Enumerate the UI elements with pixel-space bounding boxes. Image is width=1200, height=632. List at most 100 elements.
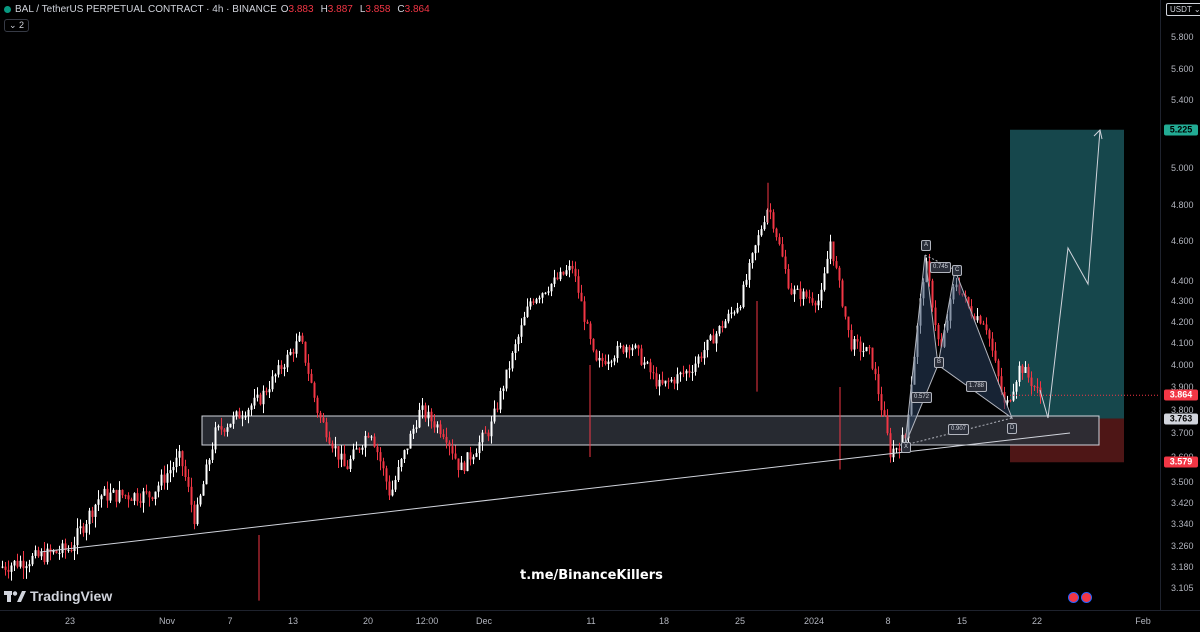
candle-body	[7, 569, 10, 572]
candle-body	[478, 442, 481, 454]
candle-body	[733, 312, 736, 314]
price-tick-label: 3.180	[1171, 562, 1194, 572]
time-tick-label: 2024	[803, 616, 825, 626]
candle-body	[739, 306, 742, 309]
candle-body	[508, 368, 511, 370]
candle-body	[37, 550, 40, 557]
candle-body	[1036, 386, 1039, 388]
tradingview-logo[interactable]: TradingView	[4, 588, 112, 604]
price-tick-label: 3.420	[1171, 498, 1194, 508]
price-tick-label: 5.600	[1171, 64, 1194, 74]
candle-body	[358, 448, 361, 450]
candle-body	[88, 510, 91, 525]
candle-body	[184, 466, 187, 478]
candle-body	[289, 351, 292, 355]
market-status-icon	[4, 6, 11, 13]
candle-body	[859, 341, 862, 352]
candle-body	[28, 564, 31, 567]
candle-body	[655, 373, 658, 387]
price-tick-label: 4.300	[1171, 296, 1194, 306]
candle-body	[307, 362, 310, 374]
us-flag-icon[interactable]	[1068, 592, 1079, 603]
price-tick-label: 4.200	[1171, 317, 1194, 327]
candle-body	[613, 358, 616, 362]
time-axis[interactable]: 23 Nov 7 13 20 12:00 Dec 11 18 25 2024 8 15 22 Feb	[0, 610, 1200, 632]
candle-body	[514, 344, 517, 353]
candle-body	[298, 335, 301, 342]
us-flag-icon[interactable]	[1081, 592, 1092, 603]
candle-body	[1015, 381, 1018, 392]
candle-body	[583, 301, 586, 322]
candle-body	[565, 270, 568, 275]
chart-area[interactable]: BAL / TetherUS PERPETUAL CONTRACT · 4h ·…	[0, 0, 1160, 610]
candle-body	[337, 446, 340, 460]
candle-body	[682, 372, 685, 374]
candle-body	[187, 477, 190, 487]
time-tick-label: 18	[658, 616, 670, 626]
candle-body	[226, 427, 229, 432]
price-badge: 5.225	[1164, 124, 1198, 136]
candle-body	[481, 432, 484, 443]
candle-body	[928, 261, 931, 281]
candle-body	[598, 357, 601, 361]
time-tick-label: 8	[885, 616, 891, 626]
candle-body	[394, 479, 397, 490]
currency-selector[interactable]: USDT ⌄	[1166, 3, 1200, 16]
candle-body	[22, 560, 25, 569]
candle-body	[280, 365, 283, 369]
candle-body	[865, 347, 868, 352]
symbol-title[interactable]: BAL / TetherUS PERPETUAL CONTRACT · 4h ·…	[15, 4, 277, 15]
candle-body	[250, 405, 253, 410]
candle-body	[667, 380, 670, 382]
time-tick-label: Dec	[475, 616, 493, 626]
candle-body	[241, 417, 244, 419]
pattern-ratio-bd: 1.788	[966, 381, 988, 392]
candle-body	[607, 361, 610, 365]
candle-body	[106, 488, 109, 501]
candle-body	[46, 548, 49, 563]
candlestick-chart[interactable]	[0, 0, 1160, 610]
candle-body	[580, 292, 583, 302]
candle-body	[832, 241, 835, 262]
time-tick-label: 12:00	[415, 616, 439, 626]
candle-body	[802, 291, 805, 300]
candle-body	[532, 301, 535, 303]
candle-body	[166, 473, 169, 483]
time-tick-label: 23	[64, 616, 76, 626]
price-axis[interactable]: USDT ⌄ 5.800 5.600 5.400 5.000 4.800 4.600 4.4…	[1160, 0, 1200, 610]
candle-body	[868, 347, 871, 349]
candle-body	[817, 300, 820, 306]
candle-body	[229, 423, 232, 428]
candle-body	[1033, 386, 1036, 388]
pattern-ratio-ac: 0.572	[911, 392, 933, 403]
symbol-legend[interactable]: BAL / TetherUS PERPETUAL CONTRACT · 4h ·…	[4, 4, 433, 15]
candle-body	[820, 289, 823, 301]
candle-body	[334, 446, 337, 449]
indicators-toggle-button[interactable]: ⌄ 2	[4, 19, 30, 32]
projection-arrowhead	[1093, 129, 1103, 140]
price-tick-label: 3.500	[1171, 477, 1194, 487]
candle-body	[406, 448, 409, 451]
candle-body	[850, 330, 853, 350]
candle-body	[496, 408, 499, 410]
tradingview-logo-icon	[4, 591, 26, 602]
candle-body	[499, 390, 502, 410]
candle-body	[58, 552, 61, 554]
candle-body	[994, 350, 997, 361]
candle-body	[538, 297, 541, 300]
candle-body	[448, 442, 451, 447]
candle-body	[43, 551, 46, 563]
candle-body	[835, 261, 838, 268]
candle-body	[220, 426, 223, 430]
candle-body	[487, 432, 490, 437]
candle-body	[778, 237, 781, 245]
candle-body	[259, 394, 262, 405]
candle-body	[976, 316, 979, 321]
candle-body	[601, 357, 604, 361]
time-tick-label: 22	[1031, 616, 1043, 626]
event-flags[interactable]	[1068, 592, 1092, 603]
candle-body	[844, 306, 847, 317]
candle-body	[646, 362, 649, 364]
candle-body	[193, 504, 196, 525]
pattern-label-x: X	[901, 442, 912, 453]
